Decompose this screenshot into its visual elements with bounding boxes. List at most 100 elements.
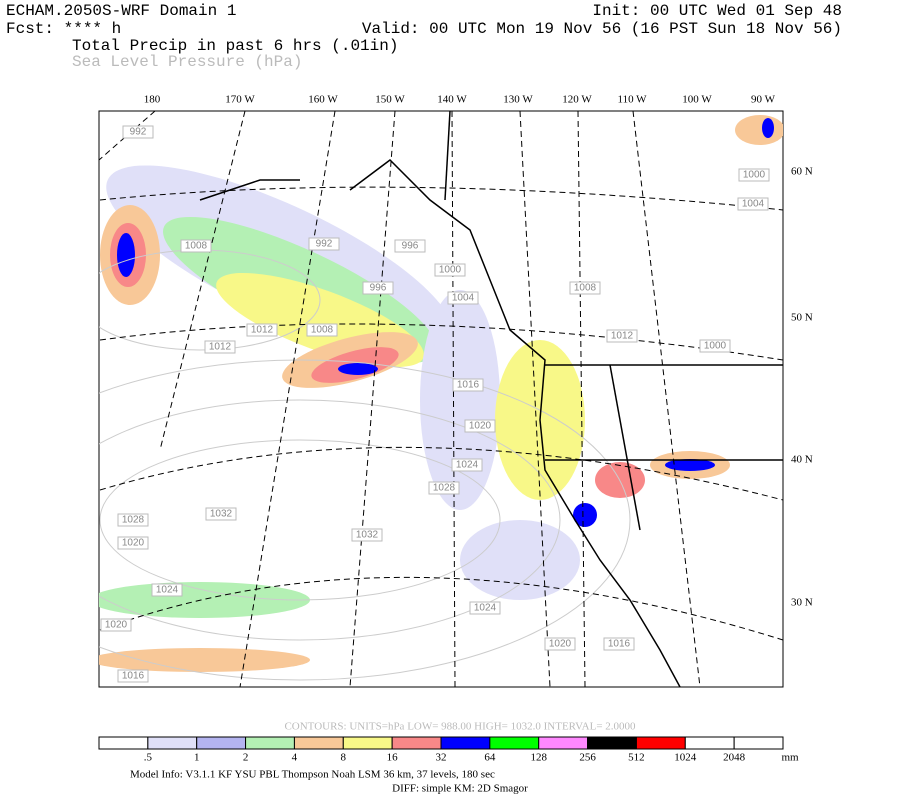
colorbar-label: 1 [194,752,200,764]
contour-label-box [569,281,601,295]
contour-label-box [122,125,154,139]
colorbar-label: 64 [484,752,496,764]
contour-label-box [603,637,635,651]
contour-label-box [469,601,501,615]
diff-info: DIFF: simple KM: 2D Smagor [392,783,528,795]
contour-label-box [394,239,426,253]
colorbar-cell [538,736,589,750]
lon-label: 140 W [437,94,467,106]
precip-area [420,290,500,510]
colorbar-label: 8 [341,752,347,764]
lon-label: 150 W [375,94,405,106]
colorbar-label: 2 [243,752,249,764]
precip-area [665,459,715,471]
contour-label-box [434,263,466,277]
contour-label: 1000 [439,265,462,276]
colorbar: .5 1 2 4 8 16 32 64 128 256 512 1024 2048 mm [98,736,799,764]
contour-label: 1016 [457,380,480,391]
contour-label-box [362,281,394,295]
colorbar-label: 32 [436,752,447,764]
colorbar-cell [587,736,637,750]
contour-label: 1032 [210,509,233,520]
contour-label-box [606,329,638,343]
colorbar-label: 16 [387,752,399,764]
lon-label: 130 W [503,94,533,106]
contour-label: 1000 [743,170,766,181]
contour-label-box [464,419,496,433]
contour-label: 992 [130,127,147,138]
contour-label: 1008 [574,283,597,294]
contour-label-box [100,618,132,632]
contour-label: 996 [370,283,387,294]
lon-label: 90 W [751,94,776,106]
map [98,110,784,688]
valid-time: Valid: 00 UTC Mon 19 Nov 56 (16 PST Sun … [362,20,842,38]
contour-label-box [151,583,183,597]
contour-label: 1004 [742,199,765,210]
lon-label: 100 W [682,94,712,106]
precip-area [573,503,597,527]
colorbar-cell [684,736,735,750]
contour-label: 1024 [474,603,497,614]
contour-label: 1024 [456,460,479,471]
contour-label-box [204,340,236,354]
lat-label: 30 N [791,597,813,609]
colorbar-cell [98,736,149,750]
colorbar-label: 128 [530,752,547,764]
contour-label: 1024 [156,585,179,596]
model-info: Model Info: V3.1.1 KF YSU PBL Thompson N… [130,769,495,781]
contour-label-box [117,536,149,550]
colorbar-cell [293,736,344,750]
colorbar-cell [440,736,491,750]
lon-label: 110 W [617,94,647,106]
contour-label-box [246,323,278,337]
contour-label-box [117,669,149,683]
precip-area [762,118,774,138]
title: ECHAM.2050S-WRF Domain 1 [6,2,236,20]
contour-label: 1028 [433,483,456,494]
contour-label-box [306,323,338,337]
contour-label-box [351,528,383,542]
contour-label: 1020 [469,421,492,432]
lon-label: 160 W [308,94,338,106]
contour-label: 1008 [311,325,334,336]
precip-area [117,233,135,277]
colorbar-cell [391,736,442,750]
lon-label: 170 W [225,94,255,106]
precip-area [338,363,378,375]
contour-label-box [180,239,212,253]
contour-label-box [699,339,731,353]
contour-label-box [544,637,576,651]
field-name: Total Precip in past 6 hrs (.01in) [72,37,398,55]
contour-label: 1020 [122,538,145,549]
contour-label-box [308,237,340,251]
contour-label: 996 [402,241,419,252]
colorbar-cell [635,736,686,750]
contour-label-box [737,197,769,211]
contour-label-box [452,378,484,392]
contour-label-box [738,168,770,182]
contour-label: 1016 [608,639,631,650]
contour-label: 1016 [122,671,145,682]
contour-info: CONTOURS: UNITS=hPa LOW= 988.00 HIGH= 10… [284,721,636,733]
precip-field [99,111,783,687]
contour-label: 1028 [122,515,145,526]
colorbar-label: 256 [579,752,596,764]
colorbar-cell [196,736,247,750]
field-name: Sea Level Pressure (hPa) [72,53,302,71]
lon-label: 180 [144,94,161,106]
pressure-contours [99,249,631,681]
contour-label-box [117,513,149,527]
contour-label: 1020 [105,620,128,631]
colorbar-cell [147,736,198,750]
forecast-hour: Fcst: **** h [6,20,121,38]
contour-label: 1020 [549,639,572,650]
colorbar-cell [342,736,393,750]
contour-label: 1004 [452,293,475,304]
colorbar-label: 1024 [674,752,697,764]
contour-label: 1012 [251,325,274,336]
contour-label-box [205,507,237,521]
precip-area [460,520,580,600]
contour-label: 1012 [209,342,232,353]
precip-area [735,115,783,145]
